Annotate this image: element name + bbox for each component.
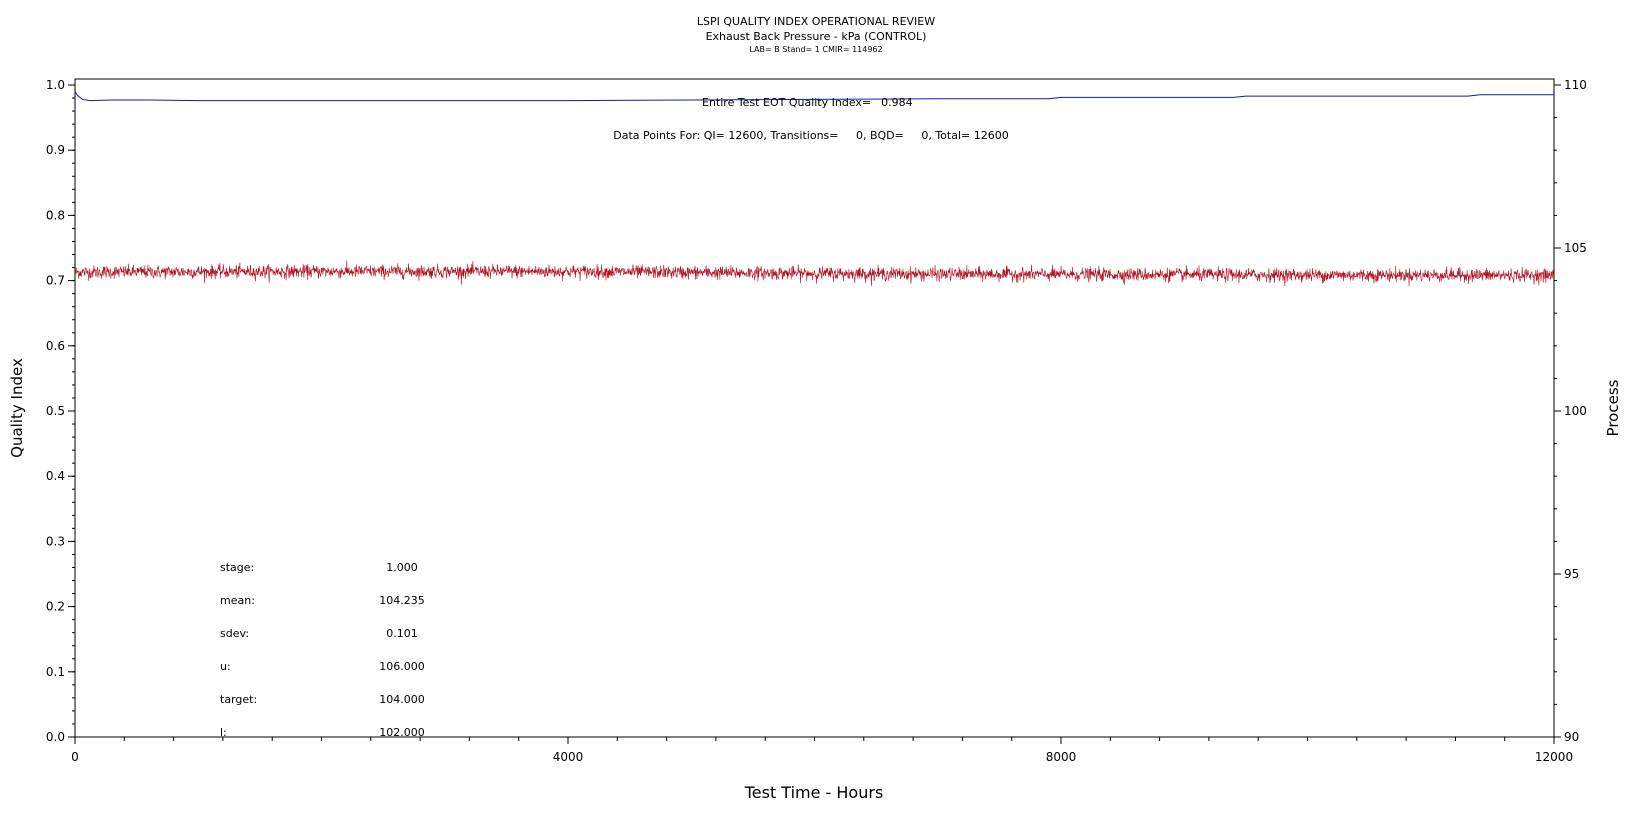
eot-quality-label-text: Entire Test EOT Quality Index= [702, 96, 871, 109]
stats-table: stage: 1.000 mean: 104.235 sdev: 0.101 u: 106.0… [220, 561, 425, 739]
y-right-tick-label: 95 [1564, 567, 1579, 581]
stat-value: 1.000 [386, 561, 418, 574]
y-right-tick-label: 105 [1564, 241, 1587, 255]
y-right-tick-label: 90 [1564, 730, 1579, 744]
eot-quality-value: 0.984 [881, 96, 913, 109]
stat-value: 102.000 [379, 726, 425, 739]
stat-label: stage: [220, 561, 254, 574]
stat-label: target: [220, 693, 257, 706]
left-axis: 0.0 0.1 0.2 0.3 0.4 0.5 0.6 0.7 0.8 0.9 1.0 [46, 78, 75, 744]
chart-title: LSPI QUALITY INDEX OPERATIONAL REVIEW [697, 15, 935, 28]
y-right-tick-label: 100 [1564, 404, 1587, 418]
y-left-tick-label: 0.5 [46, 404, 65, 418]
y-left-tick-label: 0.7 [46, 274, 65, 288]
chart-subtitle: Exhaust Back Pressure - kPa (CONTROL) [706, 30, 927, 43]
stat-value: 0.101 [386, 627, 418, 640]
x-tick-label: 0 [71, 750, 79, 764]
y-right-label: Process [1604, 379, 1622, 436]
y-left-tick-label: 0.2 [46, 600, 65, 614]
y-left-tick-label: 0.6 [46, 339, 65, 353]
stat-label: l: [220, 726, 227, 739]
data-points-text: Data Points For: QI= 12600, Transitions=… [613, 129, 1008, 142]
chart-subsubtitle: LAB= B Stand= 1 CMIR= 114962 [749, 45, 882, 54]
stat-value: 106.000 [379, 660, 425, 673]
y-left-tick-label: 0.4 [46, 469, 65, 483]
bottom-axis: 0 4000 8000 12000 [71, 737, 1573, 764]
stat-label: mean: [220, 594, 255, 607]
right-axis: 90 95 100 105 110 [1554, 78, 1587, 744]
y-right-tick-label: 110 [1564, 78, 1587, 92]
y-left-tick-label: 0.1 [46, 665, 65, 679]
y-left-tick-label: 0.0 [46, 730, 65, 744]
eot-quality-label: Entire Test EOT Quality Index= 0.984 [702, 96, 913, 109]
stat-label: sdev: [220, 627, 249, 640]
y-left-label: Quality Index [8, 358, 26, 458]
stat-label: u: [220, 660, 231, 673]
plot-frame [74, 78, 1555, 738]
x-tick-label: 12000 [1535, 750, 1573, 764]
quality-index-series-line [74, 91, 1554, 102]
x-axis-label: Test Time - Hours [744, 783, 884, 802]
y-left-tick-label: 0.8 [46, 208, 65, 222]
x-tick-label: 8000 [1046, 750, 1077, 764]
x-tick-label: 4000 [553, 750, 584, 764]
stat-value: 104.235 [379, 594, 425, 607]
y-left-tick-label: 1.0 [46, 78, 65, 92]
process-series-line [74, 260, 1555, 287]
stat-value: 104.000 [379, 693, 425, 706]
y-left-tick-label: 0.9 [46, 143, 65, 157]
y-left-tick-label: 0.3 [46, 534, 65, 548]
